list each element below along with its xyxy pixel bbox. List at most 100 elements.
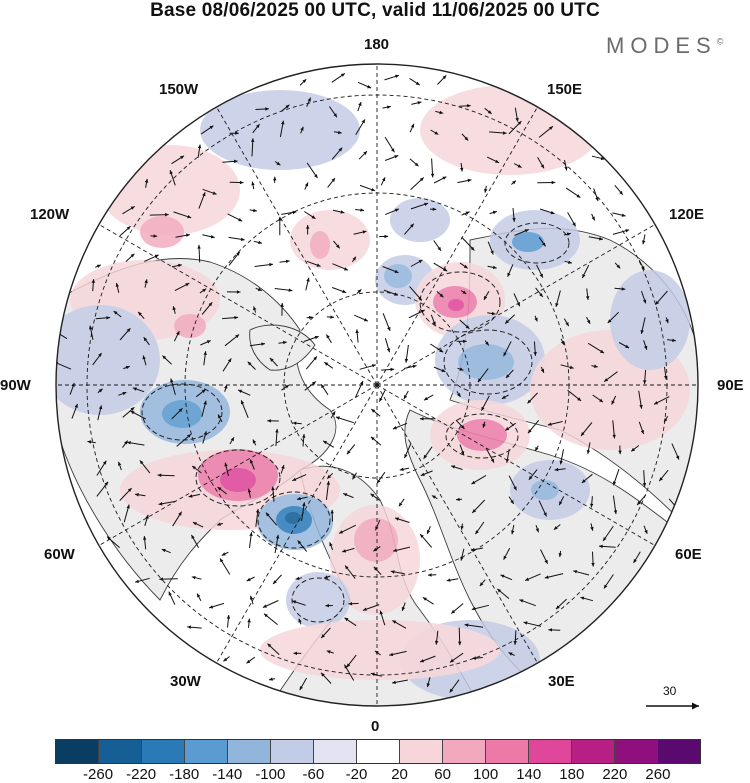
wind-vector-head (403, 395, 408, 399)
wind-vector-head (431, 495, 436, 499)
map-disc (56, 64, 698, 706)
wind-vector-head (389, 652, 394, 657)
anomaly-shading (56, 85, 690, 700)
anomaly-blob (457, 419, 507, 451)
wind-vector-head (89, 325, 93, 330)
wind-vector-head (306, 277, 310, 282)
wind-vector-head (249, 532, 253, 536)
wind-vector-head (505, 458, 510, 463)
colorbar-swatch (142, 740, 185, 763)
wind-vector-head (370, 493, 375, 498)
wind-vector-head (677, 508, 681, 513)
wind-vector-head (201, 389, 206, 394)
wind-vector-head (581, 479, 586, 483)
wind-vector-head (483, 295, 488, 300)
wind-vector-head (235, 334, 240, 339)
wind-vector-head (659, 477, 663, 482)
wind-vector-head (527, 399, 532, 404)
wind-vector-head (361, 119, 365, 124)
wind-vector-head (236, 290, 241, 294)
wind-vector-head (379, 397, 383, 402)
wind-vector-head (625, 229, 630, 233)
anomaly-contour (257, 491, 331, 549)
wind-vector-head (187, 434, 191, 438)
wind-vector-head (467, 104, 471, 108)
wind-vector-head (363, 318, 368, 322)
wind-vector-head (127, 488, 132, 492)
wind-vector-head (524, 229, 529, 233)
wind-vector-head (420, 534, 424, 538)
wind-vector-head (298, 618, 302, 623)
wind-vector-head (321, 634, 325, 638)
wind-vector-head (517, 121, 522, 125)
wind-vector-head (187, 625, 191, 629)
colorbar-tick-label: 60 (434, 766, 451, 783)
wind-vector-head (344, 267, 348, 271)
wind-vector-head (625, 344, 630, 348)
wind-vector-head (535, 528, 539, 533)
wind-vector-head (224, 384, 228, 389)
wind-vector-head (324, 575, 328, 579)
colorbar-tick-label: 180 (559, 766, 585, 783)
wind-vector-head (451, 465, 456, 469)
wind-vector-head (246, 577, 251, 581)
wind-vector-head (104, 481, 109, 486)
wind-vector-head (654, 401, 658, 405)
wind-vector-head (331, 178, 335, 182)
wind-vector-head (130, 206, 135, 210)
anomaly-contour (443, 329, 533, 395)
wind-vector-head (618, 450, 622, 455)
anomaly-blob (458, 344, 514, 380)
wind-vector-head (185, 283, 190, 287)
wind-vector-head (434, 131, 439, 135)
wind-vector-head (139, 460, 144, 465)
wind-vector-head (387, 326, 391, 331)
wind-vector-head (590, 526, 594, 531)
wind-vector-head (340, 210, 345, 214)
brand-mark: © (716, 36, 724, 47)
wind-vector-head (359, 380, 364, 385)
wind-vector-head (424, 202, 429, 206)
anomaly-contour (504, 222, 570, 264)
wind-vector-head (238, 218, 243, 222)
wind-vector-head (113, 311, 118, 315)
wind-vector-head (217, 487, 222, 491)
wind-vector-head (600, 156, 605, 161)
wind-vector-head (220, 558, 224, 563)
wind-vector-head (257, 287, 262, 291)
wind-vector-head (379, 610, 383, 615)
wind-vector-head (330, 315, 334, 319)
anomaly-blob (354, 518, 398, 562)
wind-vector-head (569, 365, 574, 369)
wind-vector-head (115, 283, 119, 287)
wind-vector-head (549, 126, 553, 130)
wind-vector-head (510, 500, 514, 504)
wind-vector-head (74, 403, 78, 408)
wind-vector-head (472, 656, 477, 660)
wind-vector-head (582, 274, 586, 278)
wind-vector-head (135, 579, 139, 583)
wind-vector-head (336, 244, 340, 249)
wind-vector-head (208, 302, 213, 307)
wind-vector-head (586, 450, 591, 454)
wind-vector-head (611, 400, 615, 405)
wind-vector-head (247, 361, 252, 366)
wind-vector-head (371, 409, 376, 413)
wind-vector-head (505, 427, 510, 431)
wind-vector-head (390, 570, 395, 574)
wind-vector-head (227, 358, 232, 363)
wind-vector-head (352, 475, 356, 480)
wind-vector-head (178, 263, 182, 268)
colorbar-ticks: -260 -220 -180 -140 -100 -60 -20 20 60 100 140 180 2… (0, 767, 750, 783)
wind-vector-head (118, 461, 122, 466)
wind-vector-head (265, 512, 270, 517)
wind-vector-head (418, 296, 422, 301)
anomaly-blob (286, 572, 350, 628)
wind-vector-head (192, 522, 197, 526)
wind-vector-head (267, 643, 272, 648)
wind-vector-head (599, 544, 603, 549)
wind-vector-head (422, 597, 427, 601)
wind-vector-head (392, 620, 397, 624)
wind-vector-head (528, 475, 533, 480)
wind-vector-head (391, 148, 395, 153)
